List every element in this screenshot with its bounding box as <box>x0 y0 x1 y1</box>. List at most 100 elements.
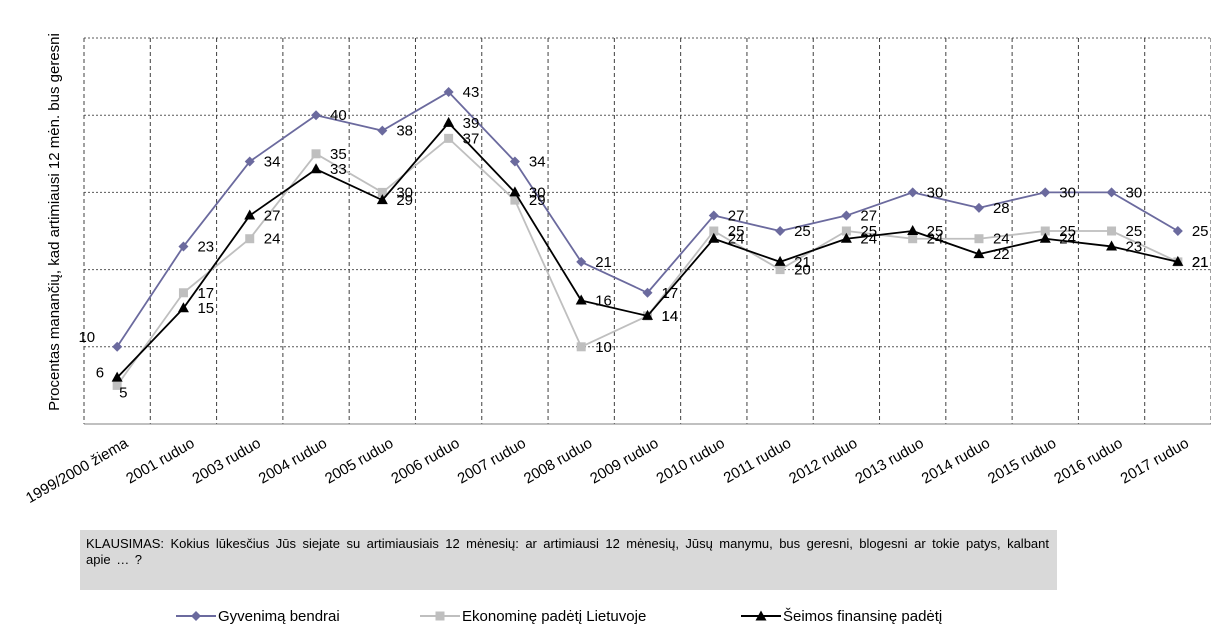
x-tick-label: 2009 ruduo <box>587 435 661 488</box>
data-label: 30 <box>529 184 546 201</box>
line-chart: Procentas manančių, kad artimiausi 12 mė… <box>23 33 1211 507</box>
data-label: 38 <box>396 123 413 140</box>
data-point <box>310 163 322 174</box>
data-point <box>708 232 720 243</box>
data-label: 25 <box>860 223 877 240</box>
y-axis-label: Procentas manančių, kad artimiausi 12 mė… <box>46 33 63 411</box>
x-tick-label: 2013 ruduo <box>852 435 926 488</box>
data-label: 34 <box>264 154 281 171</box>
data-label: 15 <box>197 300 214 317</box>
legend-label-ekonomine: Ekonominę padėtį Lietuvoje <box>462 607 647 625</box>
x-tick-label: 2007 ruduo <box>455 435 529 488</box>
data-label: 16 <box>595 292 612 309</box>
data-label: 24 <box>993 231 1010 248</box>
data-label: 25 <box>1126 223 1143 240</box>
data-label: 21 <box>1192 254 1209 271</box>
data-label: 28 <box>993 200 1010 217</box>
data-label: 30 <box>1126 184 1143 201</box>
x-tick-label: 2004 ruduo <box>256 435 330 488</box>
x-tick-label: 2015 ruduo <box>985 435 1059 488</box>
data-label: 24 <box>927 231 944 248</box>
data-point <box>177 302 189 313</box>
data-point <box>576 342 586 352</box>
data-label: 5 <box>119 384 127 401</box>
data-label: 39 <box>463 115 480 132</box>
data-point <box>244 156 255 167</box>
data-label: 25 <box>728 223 745 240</box>
data-label: 17 <box>197 285 214 302</box>
data-point <box>575 294 587 305</box>
data-point <box>775 265 785 275</box>
data-point <box>1040 187 1051 198</box>
data-label: 27 <box>264 208 281 225</box>
data-point <box>178 288 188 298</box>
x-tick-label: 2008 ruduo <box>521 435 595 488</box>
data-label: 10 <box>595 339 612 356</box>
data-point <box>907 225 919 235</box>
x-tick-label: 2006 ruduo <box>388 435 462 488</box>
data-point <box>774 255 786 266</box>
data-point <box>908 234 918 244</box>
data-label: 30 <box>396 184 413 201</box>
data-point <box>111 371 123 382</box>
data-label: 20 <box>794 262 811 279</box>
series-1 <box>112 133 1183 390</box>
data-label: 33 <box>330 161 347 178</box>
x-tick-label: 2011 ruduo <box>721 435 794 487</box>
data-point <box>841 226 851 236</box>
x-tick-label: 2001 ruduo <box>123 435 197 488</box>
series-0 <box>112 87 1183 352</box>
data-point <box>973 248 985 259</box>
data-label: 14 <box>662 308 679 325</box>
data-point <box>1107 226 1117 236</box>
data-point <box>1172 255 1184 266</box>
data-label: 34 <box>529 154 546 171</box>
data-point <box>775 226 786 236</box>
data-label: 43 <box>463 84 480 101</box>
data-label: 24 <box>860 231 877 248</box>
legend-triangle-icon <box>741 610 781 621</box>
legend-item-ekonomine: Ekonominę padėtį Lietuvoje <box>420 603 646 629</box>
x-tick-label: 2017 ruduo <box>1118 435 1192 488</box>
data-label: 21 <box>595 254 612 271</box>
data-point <box>377 187 387 197</box>
data-label: 25 <box>1059 223 1076 240</box>
data-point <box>1106 240 1118 251</box>
data-label: 21 <box>1192 254 1209 271</box>
x-tick-label: 2010 ruduo <box>654 435 728 488</box>
data-label: 23 <box>197 238 214 255</box>
data-point <box>509 186 521 197</box>
data-point <box>509 156 520 167</box>
data-label: 10 <box>78 329 95 346</box>
data-label: 29 <box>396 192 413 209</box>
data-label: 30 <box>927 184 944 201</box>
series-line <box>116 137 1179 386</box>
series-layer <box>111 87 1184 390</box>
data-point <box>443 116 455 127</box>
data-point <box>245 234 255 244</box>
x-tick-label: 2016 ruduo <box>1051 435 1125 488</box>
data-point <box>376 194 388 205</box>
x-tick-label: 2014 ruduo <box>919 435 993 488</box>
data-label: 25 <box>794 223 811 240</box>
data-label: 25 <box>927 223 944 240</box>
data-point <box>244 209 256 220</box>
data-point <box>841 210 852 221</box>
legend-item-seimos: Šeimos finansinę padėtį <box>741 603 942 629</box>
data-point <box>510 195 520 205</box>
data-point <box>1106 187 1117 198</box>
question-text: KLAUSIMAS: Kokius lūkesčius Jūs siejate … <box>80 530 1057 590</box>
data-label: 6 <box>96 365 104 382</box>
data-label: 40 <box>330 107 347 124</box>
data-label: 24 <box>264 231 281 248</box>
x-tick-label: 2012 ruduo <box>786 435 860 488</box>
legend-diamond-icon <box>176 611 216 621</box>
x-tick-label: 1999/2000 žiema <box>23 434 132 507</box>
data-point <box>642 287 653 298</box>
data-label: 29 <box>529 192 546 209</box>
legend-item-gyvenima: Gyvenimą bendrai <box>176 603 340 629</box>
data-label: 21 <box>794 254 811 271</box>
data-point <box>444 133 454 143</box>
data-label: 35 <box>330 146 347 163</box>
